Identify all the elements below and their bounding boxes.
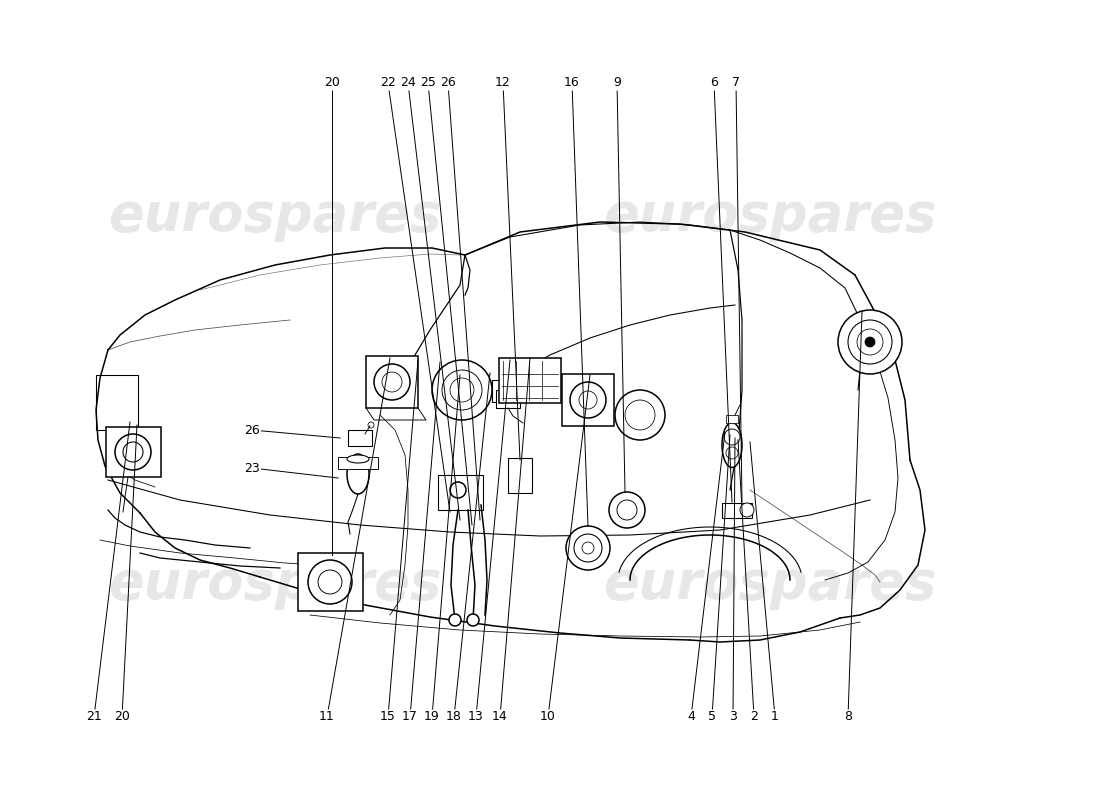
Circle shape	[848, 320, 892, 364]
Circle shape	[740, 503, 754, 517]
Text: 24: 24	[400, 77, 416, 90]
Text: 14: 14	[492, 710, 508, 723]
Circle shape	[615, 390, 666, 440]
Circle shape	[116, 434, 151, 470]
Circle shape	[566, 526, 610, 570]
Text: 11: 11	[319, 710, 334, 723]
Text: 3: 3	[729, 710, 737, 723]
Circle shape	[308, 560, 352, 604]
Text: 21: 21	[86, 710, 102, 723]
Text: 18: 18	[447, 710, 462, 723]
Bar	[338, 457, 378, 469]
Text: 10: 10	[540, 710, 556, 723]
Circle shape	[374, 364, 410, 400]
Text: eurospares: eurospares	[108, 558, 442, 610]
Text: 12: 12	[495, 77, 510, 90]
Text: 23: 23	[244, 462, 260, 474]
Text: eurospares: eurospares	[603, 190, 937, 242]
Text: 20: 20	[114, 710, 130, 723]
Circle shape	[617, 500, 637, 520]
Text: 19: 19	[425, 710, 440, 723]
Text: eurospares: eurospares	[108, 190, 442, 242]
Text: 5: 5	[708, 710, 716, 723]
Text: 2: 2	[750, 710, 758, 723]
Ellipse shape	[346, 454, 368, 494]
Circle shape	[865, 337, 874, 347]
Circle shape	[468, 614, 478, 626]
Text: 6: 6	[711, 77, 718, 90]
Bar	[496, 390, 520, 408]
Text: 15: 15	[381, 710, 396, 723]
Circle shape	[574, 534, 602, 562]
Circle shape	[625, 400, 654, 430]
Bar	[348, 430, 372, 446]
Text: eurospares: eurospares	[603, 558, 937, 610]
Text: 26: 26	[244, 423, 260, 437]
Circle shape	[450, 482, 466, 498]
Circle shape	[432, 360, 492, 420]
Bar	[562, 374, 614, 426]
Bar	[722, 503, 752, 518]
Bar	[492, 380, 512, 402]
Bar	[297, 553, 363, 611]
Bar	[438, 475, 483, 510]
Text: 9: 9	[613, 77, 620, 90]
Bar	[508, 458, 532, 493]
Text: 8: 8	[844, 710, 852, 723]
Text: 13: 13	[469, 710, 484, 723]
Bar	[726, 415, 738, 423]
Text: 16: 16	[564, 77, 580, 90]
Circle shape	[449, 614, 461, 626]
Text: 25: 25	[420, 77, 436, 90]
Circle shape	[442, 370, 482, 410]
Circle shape	[570, 382, 606, 418]
Ellipse shape	[722, 422, 742, 467]
Text: 1: 1	[771, 710, 779, 723]
FancyBboxPatch shape	[106, 427, 161, 477]
Text: 20: 20	[324, 77, 340, 90]
Text: 7: 7	[732, 77, 740, 90]
Text: 26: 26	[440, 77, 455, 90]
Circle shape	[724, 429, 740, 445]
Bar	[366, 356, 418, 408]
Bar	[499, 358, 561, 402]
Circle shape	[838, 310, 902, 374]
Text: 4: 4	[688, 710, 695, 723]
Circle shape	[609, 492, 645, 528]
Text: 17: 17	[403, 710, 418, 723]
Bar	[96, 375, 138, 430]
Text: 22: 22	[381, 77, 396, 90]
Ellipse shape	[346, 455, 368, 463]
